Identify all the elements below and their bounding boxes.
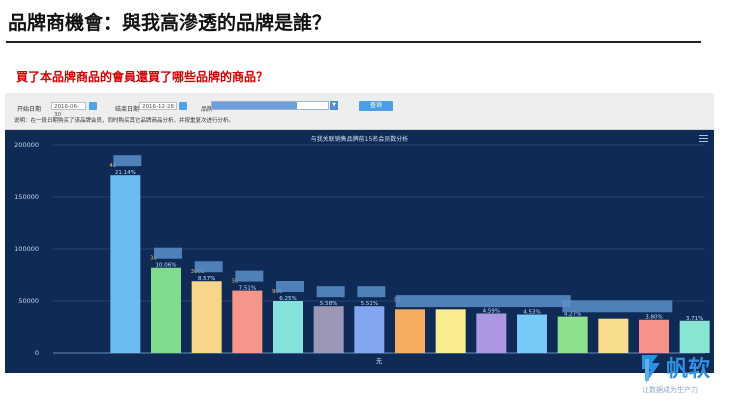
bar [557, 316, 588, 353]
chevron-down-icon[interactable]: ▼ [330, 101, 338, 110]
bar-percent-label: 5.51% [361, 301, 378, 307]
annotation-box [562, 300, 673, 313]
chart-panel: 与我关联销售品牌前15名会员数分析 200000 150000 100000 5000… [5, 130, 714, 373]
bar-count-label: 40 [109, 163, 116, 169]
bar [151, 267, 181, 353]
y-tick-label: 150000 [14, 193, 39, 201]
bar-tooltip-box [316, 286, 345, 298]
bar-percent-label: 8.57% [198, 276, 215, 282]
chart-title: 与我关联销售品牌前15名会员数分析 [310, 136, 409, 143]
page-title: 品牌商機會：與我高滲透的品牌是誰？ [8, 12, 332, 34]
menu-icon[interactable] [699, 135, 708, 142]
bar [232, 290, 263, 353]
fanruan-logo-icon [642, 355, 660, 383]
bar-count-label: 30 [231, 279, 238, 285]
bar-tooltip-box [154, 247, 182, 259]
end-date-input[interactable]: 2016-12-28 [139, 102, 177, 110]
title-divider [6, 41, 701, 43]
bar-percent-label: 7.51% [239, 286, 256, 292]
end-date-label: 结束日期 [115, 106, 140, 113]
bar [110, 175, 141, 353]
y-tick-label: 0 [35, 349, 39, 357]
bar-chart: 200000 150000 100000 50000 0 21.14%40 10.06%38… [14, 141, 710, 365]
watermark-slogan: 让数据成为生产力 [642, 386, 698, 394]
bar [679, 320, 710, 353]
bar [191, 281, 222, 353]
bar-percent-label: 5.58% [320, 301, 337, 307]
x-axis-label: 无 [376, 357, 383, 365]
watermark-brand: 帆软 [666, 357, 711, 382]
bar-count-label: 38 [150, 256, 157, 262]
brand-selected-value [212, 102, 297, 109]
y-tick-label: 50000 [18, 297, 39, 305]
y-tick-label: 200000 [14, 141, 39, 149]
bar-tooltip-box [357, 286, 386, 298]
bar-percent-label: 4.53% [523, 310, 540, 316]
start-date-input[interactable]: 2016-06-30 [51, 102, 86, 118]
bar [435, 309, 466, 353]
calendar-icon[interactable] [89, 102, 97, 110]
bar [354, 306, 385, 353]
y-tick-label: 100000 [14, 245, 39, 253]
bar-percent-label: 4.59% [483, 308, 500, 314]
bar [517, 314, 547, 353]
bar-tooltip-box [235, 270, 264, 282]
bar-percent-label: 3.80% [645, 315, 662, 321]
filter-bar: 开始日期 2016-06-30 结束日期 2016-12-28 品牌 ▼ 查询 … [5, 93, 714, 130]
bar-percent-label: 10.06% [156, 263, 177, 269]
bar-percent-label: 6.25% [279, 296, 296, 302]
query-button[interactable]: 查询 [359, 101, 393, 111]
bar [598, 318, 629, 353]
bar-percent-label: 3.71% [686, 316, 703, 322]
brand-label: 品牌 [201, 106, 214, 113]
bar [476, 313, 507, 353]
annotation-box [395, 295, 571, 308]
page-subtitle: 買了本品牌商品的會員還買了哪些品牌的商品？ [16, 70, 269, 84]
bar-percent-label: 4.27% [564, 312, 581, 318]
bar-percent-label: 21.14% [115, 170, 136, 176]
filter-note: 说明：在一段日期购买了该品牌会员，同时购买其它品牌商品分析，并按重复次进行分析。 [14, 118, 235, 124]
bar [313, 306, 344, 353]
bar [273, 301, 303, 353]
fanruan-watermark: 帆软 让数据成为生产力 [636, 343, 736, 403]
bar-tooltip-box [113, 155, 142, 167]
bar [395, 309, 425, 353]
bar-tooltip-box [276, 281, 304, 292]
report-screenshot: 开始日期 2016-06-30 结束日期 2016-12-28 品牌 ▼ 查询 … [5, 93, 714, 373]
bar [639, 319, 669, 353]
calendar-icon[interactable] [179, 102, 187, 110]
start-date-label: 开始日期 [17, 106, 42, 113]
brand-select[interactable] [211, 101, 329, 110]
bar-tooltip-box [194, 261, 223, 273]
